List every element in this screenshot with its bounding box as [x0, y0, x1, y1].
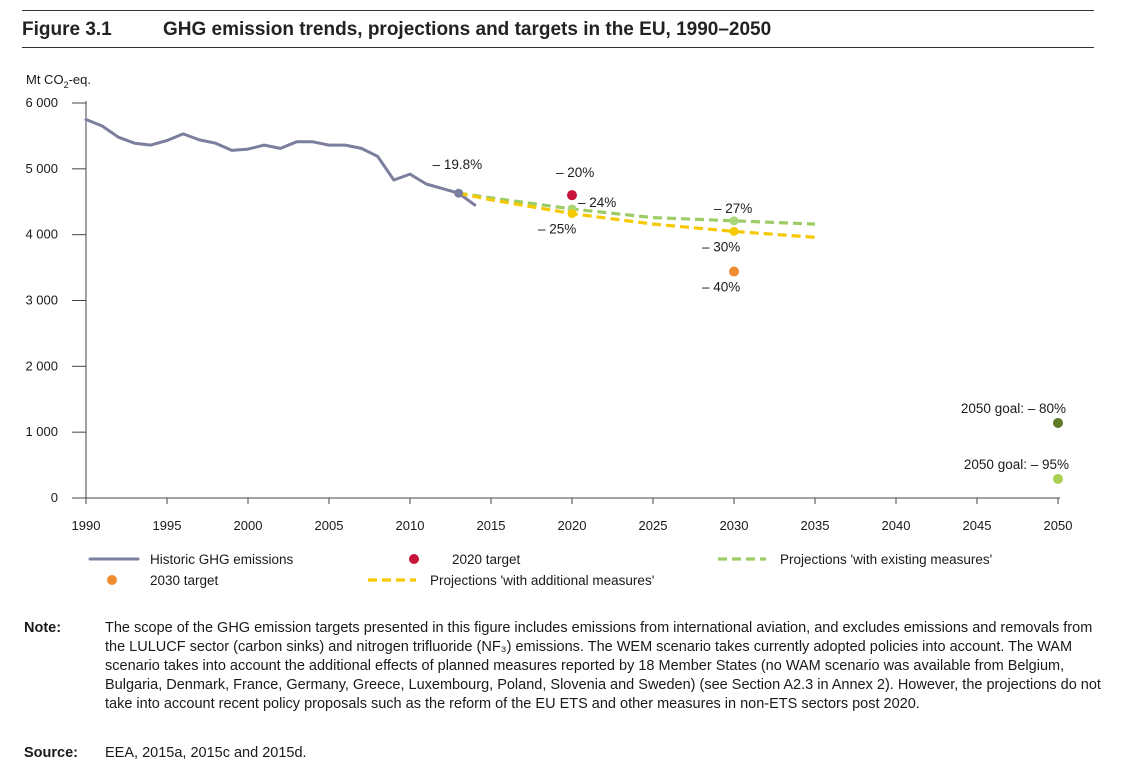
note-block: Note: The scope of the GHG emission targ… [24, 619, 1104, 714]
emissions-chart: Mt CO2-eq. 0 1 000 2 000 3 000 4 000 5 000 6 0… [25, 72, 1073, 588]
legend-swatch [409, 554, 419, 564]
x-tick-label: 2045 [963, 518, 992, 533]
target-2020-label: – 20% [556, 165, 594, 180]
legend-label: 2030 target [150, 573, 219, 588]
x-tick-label: 1990 [72, 518, 101, 533]
x-tick-label: 2020 [558, 518, 587, 533]
annotation-label: – 24% [578, 195, 616, 210]
projection-marker [729, 216, 739, 226]
legend-swatch [107, 575, 117, 585]
note-label: Note: [24, 620, 62, 636]
y-tick-label: 5 000 [25, 161, 58, 176]
target-point [1053, 417, 1063, 428]
annotation-label: – 27% [714, 201, 752, 216]
series-line [458, 191, 816, 226]
figure-number: Figure 3.1 [22, 19, 112, 40]
legend-label: 2020 target [452, 552, 521, 567]
target-2030-label: – 40% [702, 280, 740, 295]
x-tick-label: 2030 [720, 518, 749, 533]
x-tick-label: 2025 [639, 518, 668, 533]
series-line [458, 191, 816, 239]
series-line [84, 118, 477, 207]
y-tick-label: 2 000 [25, 358, 58, 373]
x-tick-label: 2040 [882, 518, 911, 533]
x-tick-label: 2000 [234, 518, 263, 533]
legend-label: Projections 'with additional measures' [430, 573, 654, 588]
x-tick-label: 2005 [315, 518, 344, 533]
goal-95-label: 2050 goal: – 95% [964, 457, 1069, 472]
x-tick-label: 1995 [153, 518, 182, 533]
goal-80-label: 2050 goal: – 80% [961, 401, 1066, 416]
y-tick-label: 4 000 [25, 227, 58, 242]
y-axis-label: Mt CO2-eq. [26, 72, 91, 90]
target-point [1053, 473, 1063, 484]
annotation-label: – 19.8% [433, 157, 483, 172]
y-tick-label: 6 000 [25, 95, 58, 110]
target-point [729, 266, 739, 277]
legend-label: Projections 'with existing measures' [780, 552, 992, 567]
source-block: Source: EEA, 2015a, 2015c and 2015d. [24, 745, 1104, 761]
annotation-label: – 25% [538, 222, 576, 237]
y-tick-label: 0 [51, 490, 58, 505]
x-tick-label: 2035 [801, 518, 830, 533]
figure-header: Figure 3.1 GHG emission trends, projecti… [22, 10, 1094, 48]
projection-marker [454, 188, 464, 198]
y-tick-label: 3 000 [25, 293, 58, 308]
target-point [567, 190, 577, 201]
x-tick-label: 2010 [396, 518, 425, 533]
source-text: EEA, 2015a, 2015c and 2015d. [105, 745, 307, 761]
y-tick-label: 1 000 [25, 424, 58, 439]
figure-title: GHG emission trends, projections and tar… [163, 19, 772, 40]
note-text: The scope of the GHG emission targets pr… [105, 620, 1101, 712]
annotation-label: – 30% [702, 239, 740, 254]
source-label: Source: [24, 745, 78, 761]
x-tick-label: 2050 [1044, 518, 1073, 533]
legend-label: Historic GHG emissions [150, 552, 294, 567]
x-tick-label: 2015 [477, 518, 506, 533]
projection-marker [729, 226, 739, 236]
projection-marker [567, 209, 577, 219]
